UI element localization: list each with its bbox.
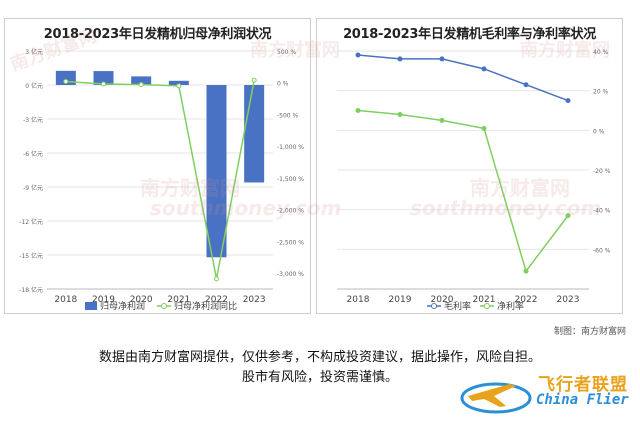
- y-right-tick-label: -20 %: [593, 168, 611, 175]
- bar: [168, 80, 189, 85]
- line-point: [176, 83, 182, 89]
- legend-marker: [431, 303, 437, 309]
- y-right-tick-label: 0 %: [277, 81, 289, 88]
- line-point: [481, 66, 487, 72]
- margin-chart-panel: 2018-2023年日发精机毛利率与净利率状况 40 % 20 % 0 % -20 %…: [316, 18, 623, 314]
- line-point: [101, 81, 106, 87]
- legend-swatch-bar: [85, 302, 97, 310]
- profit-chart-panel: 2018-2023年日发精机归母净利润状况 3 亿元 0 亿元 -3 亿元 -6 亿元…: [4, 18, 311, 314]
- x-tick-label: 2020: [431, 295, 454, 305]
- y-right-tick-label: -2,000 %: [277, 208, 304, 215]
- x-tick-label: 2018: [54, 295, 77, 305]
- y-left-tick-label: -18 亿元: [19, 286, 43, 294]
- line-point: [251, 77, 257, 83]
- y-right-tick-label: 500 %: [277, 49, 296, 56]
- logo-text-en: China Flier: [536, 392, 629, 408]
- y-left-tick-label: -6 亿元: [23, 150, 43, 158]
- line-point: [523, 268, 529, 274]
- profit-chart-title: 2018-2023年日发精机归母净利润状况: [43, 27, 272, 42]
- chart-caption: 制图：南方财富网: [553, 327, 626, 337]
- y-left-tick-label: -12 亿元: [19, 218, 43, 226]
- line-series-gross-margin: [357, 54, 569, 102]
- y-right-tick-label: 40 %: [593, 49, 609, 56]
- legend-label: 归母净利润: [100, 300, 145, 312]
- x-tick-label: 2023: [243, 295, 266, 305]
- bar: [244, 85, 265, 183]
- y-right-tick-label: -500 %: [277, 112, 299, 119]
- profit-chart: 3 亿元 0 亿元 -3 亿元 -6 亿元 -9 亿元 -12 亿元 -15 亿元 -18 亿…: [19, 48, 304, 312]
- x-tick-label: 2022: [205, 295, 228, 305]
- y-right-tick-label: 20 %: [593, 89, 609, 96]
- y-left-tick-label: 0 亿元: [25, 82, 43, 90]
- line-point: [523, 82, 529, 88]
- bar: [206, 85, 227, 258]
- line-point: [439, 117, 445, 123]
- y-right-tick-label: -1,000 %: [277, 144, 304, 151]
- y-right-tick-label: -2,500 %: [277, 239, 304, 246]
- line-point: [355, 52, 361, 58]
- y-left-tick-label: -9 亿元: [23, 184, 43, 192]
- x-tick-label: 2022: [515, 295, 538, 305]
- y-right-tick-label: -40 %: [593, 208, 611, 215]
- airplane-icon: [460, 382, 532, 414]
- disclaimer-line-1: 数据由南方财富网提供，仅供参考，不构成投资建议，据此操作，风险自担。: [98, 350, 541, 365]
- x-tick-label: 2018: [347, 295, 370, 305]
- y-left-tick-label: 3 亿元: [25, 48, 43, 56]
- line-point: [565, 213, 571, 219]
- line-point: [397, 111, 403, 117]
- line-point: [138, 82, 144, 88]
- y-right-tick-label: -1,500 %: [277, 176, 304, 183]
- y-right-tick-label: -60 %: [593, 247, 611, 254]
- x-tick-label: 2021: [473, 295, 496, 305]
- line-series-net-margin: [357, 109, 569, 273]
- bar: [131, 76, 152, 85]
- x-tick-label: 2023: [557, 295, 580, 305]
- disclaimer-line-2: 股市有风险，投资需谨慎。: [241, 370, 398, 385]
- line-point: [355, 108, 361, 113]
- legend-marker: [161, 303, 167, 309]
- line-point: [439, 56, 445, 62]
- line-point: [565, 98, 571, 104]
- line-point: [63, 78, 69, 84]
- line-series-yoy: [65, 80, 255, 279]
- line-point: [397, 56, 403, 62]
- y-right-tick-label: -3,000 %: [277, 271, 304, 278]
- x-tick-label: 2019: [389, 295, 412, 305]
- legend-marker: [484, 303, 490, 309]
- margin-chart: 40 % 20 % 0 % -20 % -40 % -60 % 2018 2019 2020 20…: [337, 49, 611, 312]
- line-point: [481, 125, 487, 131]
- legend-label: 归母净利润同比: [174, 300, 237, 312]
- y-right-tick-label: 0 %: [593, 128, 605, 135]
- china-flier-logo: 飞行者联盟 China Flier: [454, 366, 634, 422]
- x-tick-label: 2021: [167, 295, 190, 305]
- logo-text-cn: 飞行者联盟: [538, 375, 628, 395]
- y-left-tick-label: -15 亿元: [19, 252, 43, 260]
- x-tick-label: 2019: [92, 295, 115, 305]
- legend-label: 净利率: [497, 300, 524, 312]
- legend-label: 毛利率: [444, 300, 471, 312]
- margin-chart-title: 2018-2023年日发精机毛利率与净利率状况: [343, 27, 596, 42]
- x-tick-label: 2020: [130, 295, 153, 305]
- bar: [93, 71, 114, 85]
- y-left-tick-label: -3 亿元: [23, 116, 43, 124]
- line-point: [214, 276, 219, 282]
